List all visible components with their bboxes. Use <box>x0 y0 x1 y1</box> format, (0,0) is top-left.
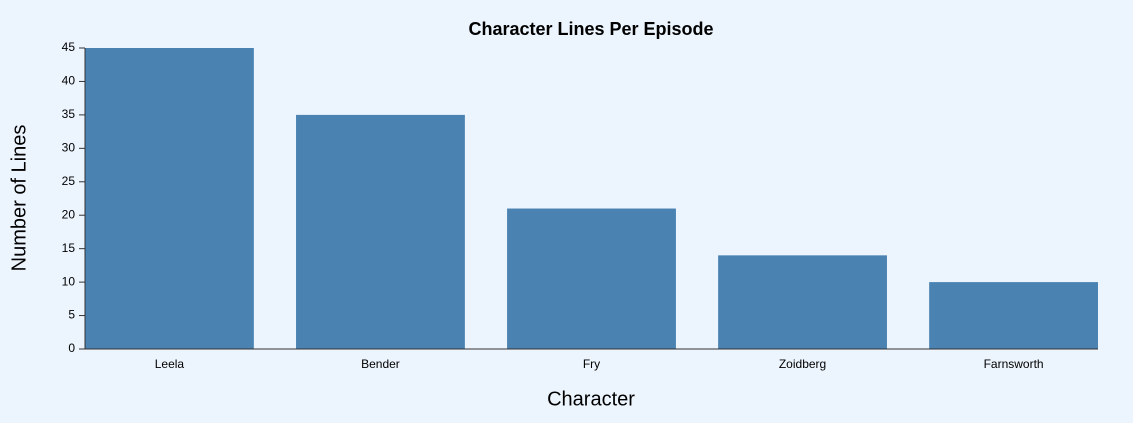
x-tick-label: Fry <box>583 357 600 371</box>
y-tick-label: 35 <box>62 107 76 121</box>
x-tick-label: Farnsworth <box>984 357 1044 371</box>
y-tick-label: 45 <box>62 40 76 54</box>
bar <box>507 208 676 349</box>
bar <box>85 48 254 349</box>
bar <box>718 255 887 349</box>
chart-title: Character Lines Per Episode <box>468 19 713 39</box>
bar <box>929 282 1098 349</box>
y-tick-label: 30 <box>62 141 76 155</box>
x-tick-label: Zoidberg <box>779 357 826 371</box>
y-tick-label: 25 <box>62 174 76 188</box>
y-tick-label: 0 <box>68 341 75 355</box>
x-tick-label: Bender <box>361 357 400 371</box>
y-tick-label: 15 <box>62 241 76 255</box>
x-tick-label: Leela <box>155 357 185 371</box>
bar <box>296 114 465 349</box>
y-tick-label: 20 <box>62 207 76 221</box>
x-axis-label: Character <box>547 388 635 410</box>
y-tick-label: 40 <box>62 74 76 88</box>
y-tick-label: 5 <box>68 308 75 322</box>
y-tick-label: 10 <box>62 274 76 288</box>
y-axis-label: Number of Lines <box>8 125 30 272</box>
